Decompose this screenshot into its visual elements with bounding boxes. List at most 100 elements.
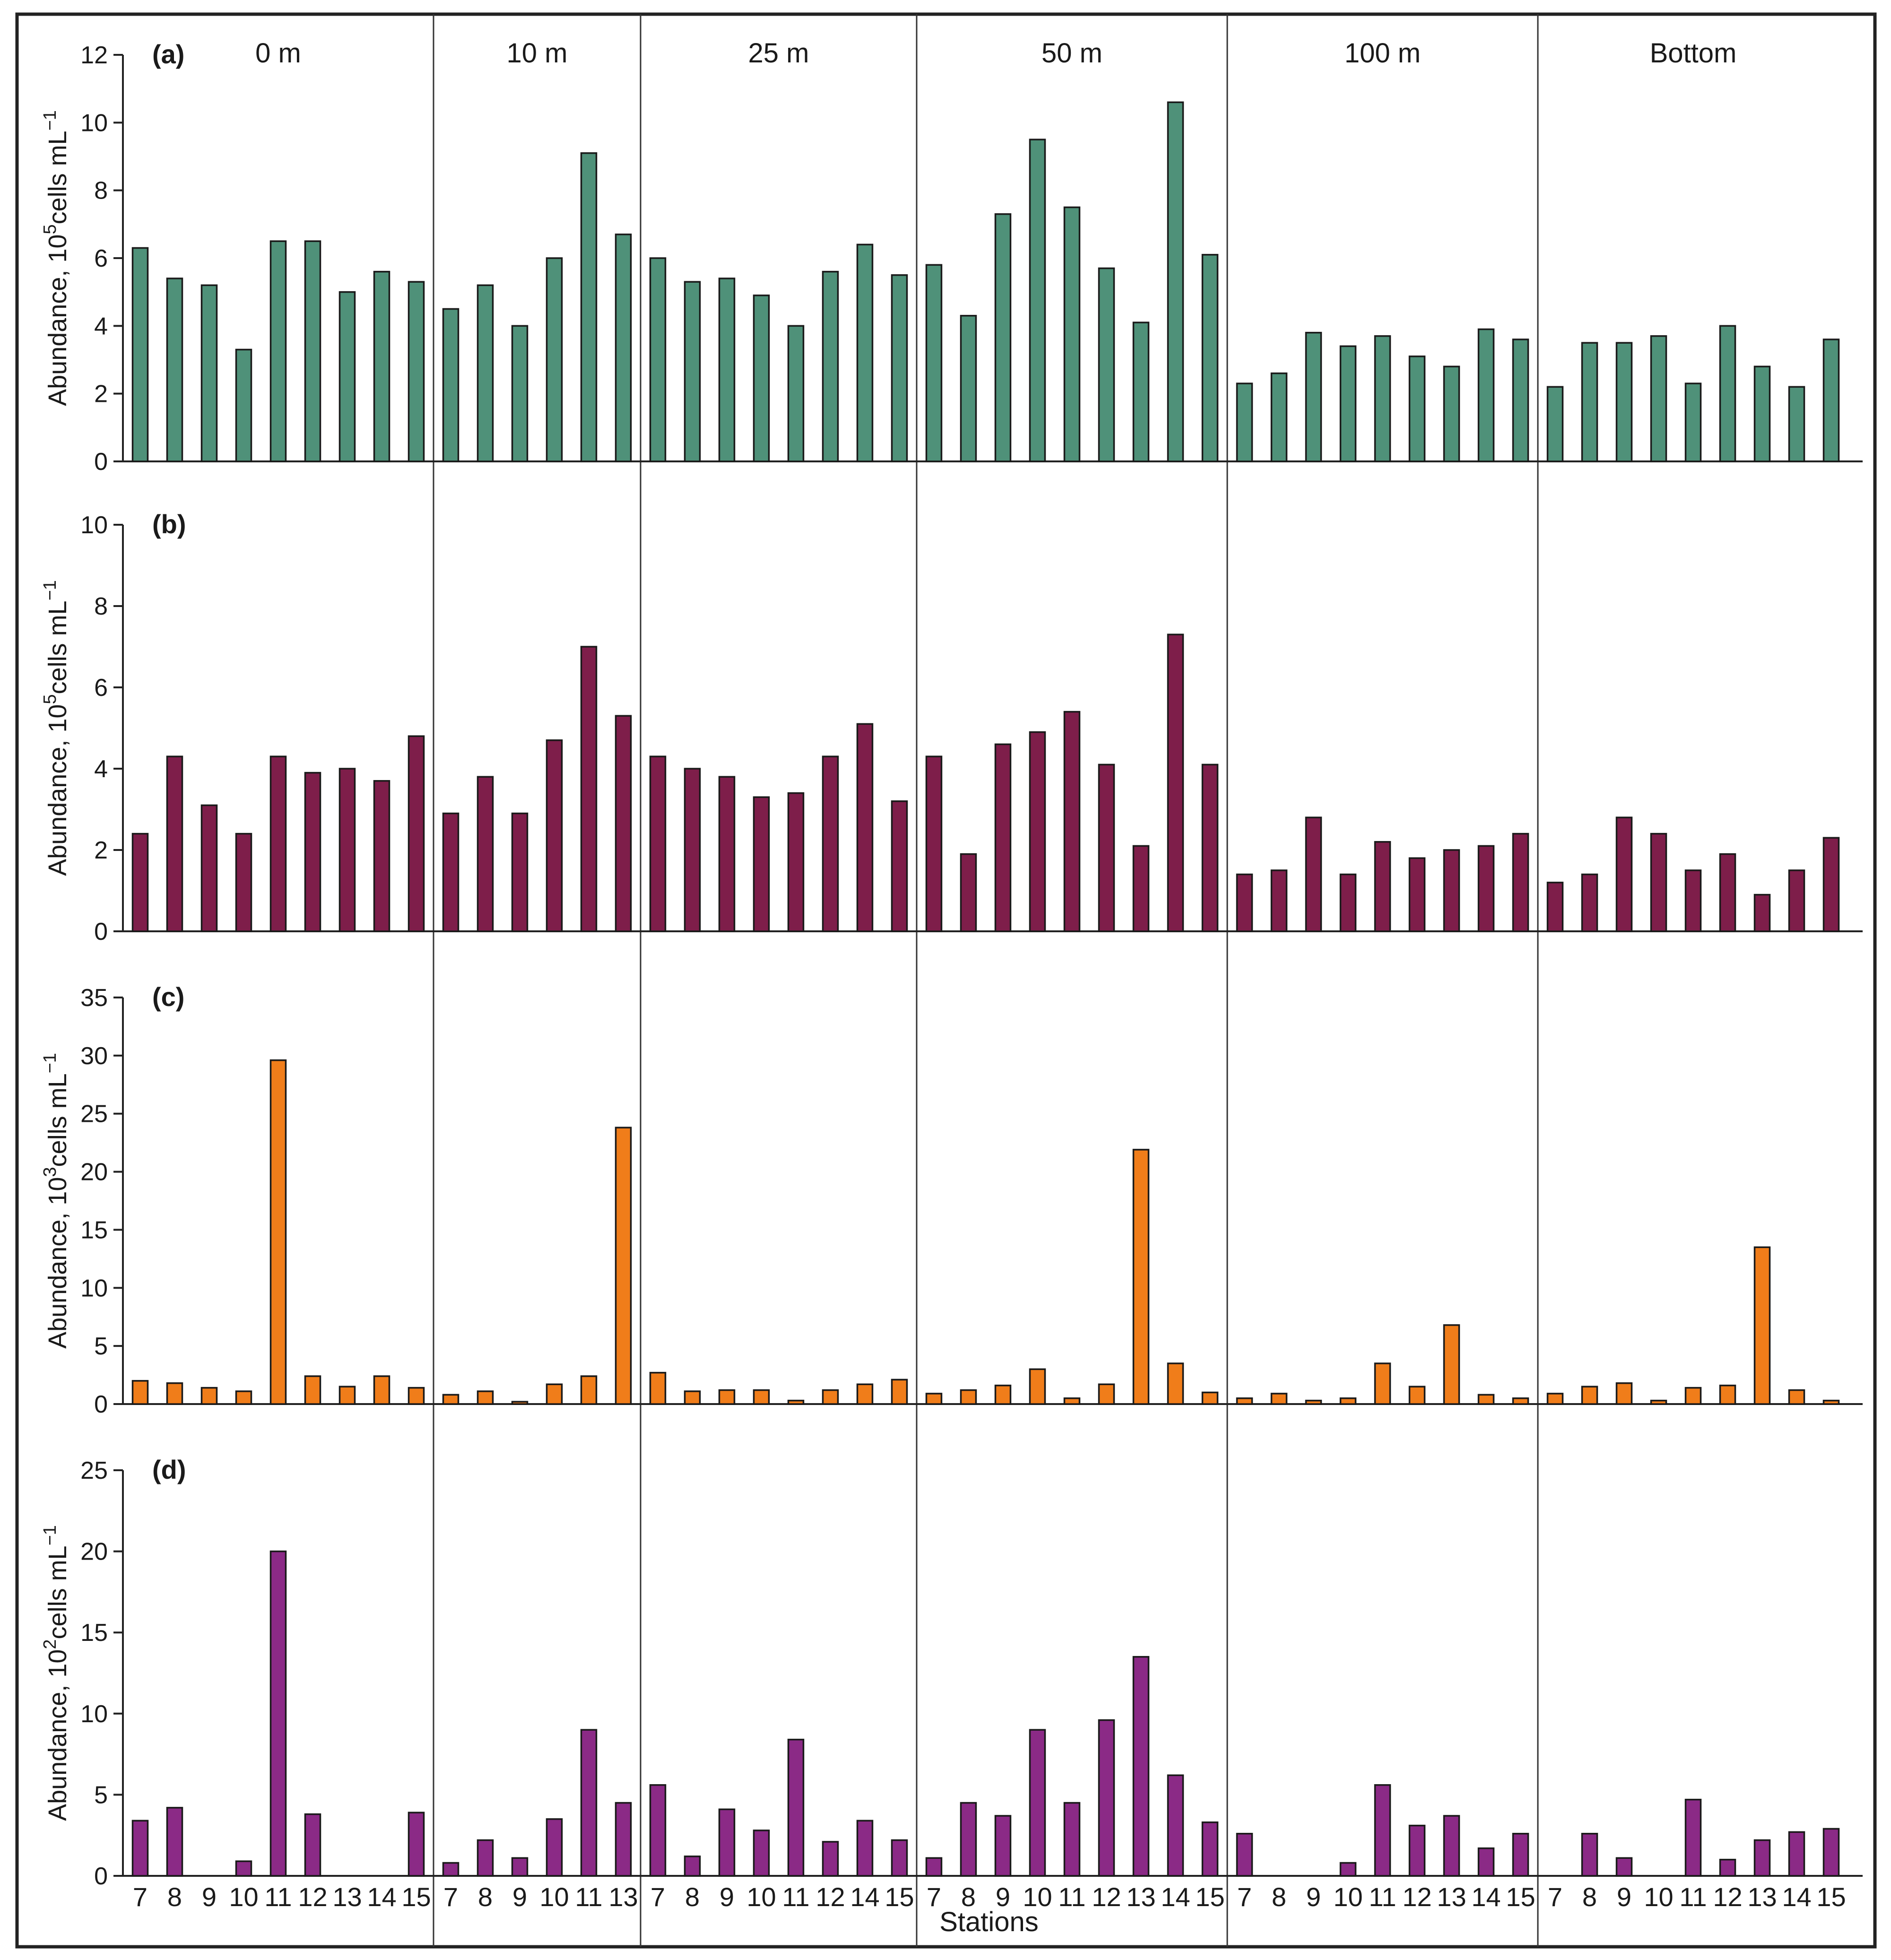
- bar: [684, 1856, 701, 1877]
- panel-label: (c): [152, 982, 184, 1012]
- bar: [787, 1738, 805, 1877]
- bar: [1029, 1729, 1046, 1877]
- bar: [925, 1393, 943, 1405]
- y-tick-label: 15: [80, 1216, 108, 1244]
- bar: [235, 1860, 252, 1877]
- station-tick-label: 14: [1161, 1882, 1190, 1912]
- bar: [1615, 816, 1633, 932]
- station-tick-label: 13: [1747, 1882, 1777, 1912]
- depth-label: 10 m: [507, 38, 568, 69]
- bar: [408, 1812, 425, 1877]
- bar: [822, 270, 839, 462]
- bar: [787, 792, 805, 932]
- bar: [1443, 849, 1460, 932]
- bar: [925, 264, 943, 462]
- bar: [684, 768, 701, 932]
- bar: [1788, 386, 1805, 462]
- y-tick-label: 0: [94, 918, 108, 945]
- y-axis-title-unit-exponent: −1: [40, 1525, 60, 1545]
- bar: [1650, 335, 1667, 462]
- bar: [1684, 382, 1702, 462]
- station-tick-label: 15: [1506, 1882, 1535, 1912]
- bar: [1753, 1839, 1771, 1877]
- bar: [994, 743, 1012, 932]
- station-tick-label: 15: [401, 1882, 431, 1912]
- station-tick-label: 13: [1126, 1882, 1155, 1912]
- bar: [1408, 857, 1426, 932]
- y-tick-label: 20: [80, 1538, 108, 1566]
- bar: [1650, 1399, 1667, 1405]
- bar: [1753, 1246, 1771, 1405]
- station-tick-label: 7: [651, 1882, 665, 1912]
- bar: [546, 257, 563, 462]
- y-axis-title-exponent: 3: [40, 1167, 60, 1177]
- y-axis-title-unit: cells mL: [43, 1545, 72, 1639]
- bar: [718, 776, 736, 932]
- y-tick-label: 10: [80, 512, 108, 539]
- bar: [1029, 139, 1046, 462]
- bar: [615, 1127, 632, 1405]
- station-tick-label: 11: [575, 1882, 602, 1912]
- bar: [1270, 1393, 1288, 1405]
- bar: [1408, 356, 1426, 462]
- bar: [856, 243, 874, 462]
- bar: [1408, 1386, 1426, 1405]
- station-tick-label: 11: [1058, 1882, 1085, 1912]
- station-tick-label: 7: [1548, 1882, 1562, 1912]
- bar: [131, 1820, 149, 1877]
- bar: [1167, 101, 1184, 462]
- bar: [753, 1389, 770, 1405]
- panel-label: (d): [152, 1455, 186, 1484]
- y-tick-label: 25: [80, 1457, 108, 1484]
- x-axis-title: Stations: [939, 1907, 1039, 1937]
- panel-d: 0 5 10 15 20 25 (d) Abundance, 102cells mL−1: [40, 1455, 1863, 1890]
- bar: [511, 1857, 529, 1877]
- bar: [994, 1384, 1012, 1405]
- bar: [1443, 1815, 1460, 1877]
- bar: [235, 348, 252, 462]
- figure-frame: [15, 12, 1877, 1949]
- station-tick-label: 15: [885, 1882, 914, 1912]
- bar: [131, 1380, 149, 1405]
- bar: [131, 247, 149, 462]
- station-tick-label: 8: [1582, 1882, 1597, 1912]
- depth-label: 0 m: [255, 38, 301, 69]
- bar: [442, 1862, 460, 1877]
- station-tick-label: 9: [512, 1882, 527, 1912]
- bar: [1581, 1386, 1598, 1405]
- station-tick-label: 10: [1644, 1882, 1673, 1912]
- bar: [166, 278, 183, 462]
- y-tick-label: 30: [80, 1042, 108, 1070]
- bar: [1719, 1384, 1736, 1405]
- bar: [856, 1383, 874, 1405]
- bar: [546, 739, 563, 932]
- bar: [925, 755, 943, 932]
- bar: [960, 315, 977, 462]
- station-tick-label: 7: [133, 1882, 147, 1912]
- bar: [891, 1379, 908, 1405]
- station-tick-label: 14: [850, 1882, 879, 1912]
- bar: [1753, 365, 1771, 462]
- bar: [477, 776, 494, 932]
- bar: [1201, 1391, 1219, 1405]
- bar: [442, 812, 460, 932]
- bar: [200, 284, 218, 462]
- y-tick-label: 5: [94, 1781, 108, 1809]
- bar: [1098, 763, 1115, 932]
- bar: [1236, 1397, 1253, 1405]
- bar: [718, 278, 736, 462]
- bar: [166, 755, 183, 932]
- bar: [753, 295, 770, 462]
- station-tick-label: 11: [782, 1882, 809, 1912]
- station-tick-label: 10: [1333, 1882, 1362, 1912]
- bar: [511, 812, 529, 932]
- bar: [753, 796, 770, 932]
- depth-label: 50 m: [1041, 38, 1102, 69]
- station-tick-label: 8: [961, 1882, 976, 1912]
- depth-label: Bottom: [1650, 38, 1737, 69]
- y-tick-label: 10: [80, 109, 108, 137]
- y-tick-label: 4: [94, 755, 108, 783]
- station-tick-label: 10: [746, 1882, 776, 1912]
- bar: [615, 234, 632, 462]
- bar: [1512, 1397, 1529, 1405]
